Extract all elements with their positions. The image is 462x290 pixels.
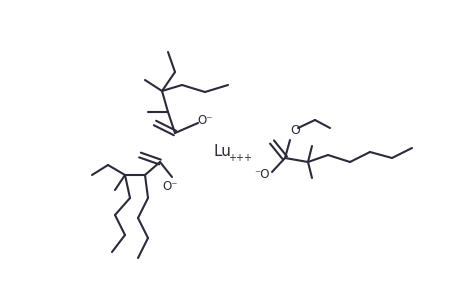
Text: O⁻: O⁻ [162, 180, 178, 193]
Text: O⁻: O⁻ [197, 115, 213, 128]
Text: Lu: Lu [213, 144, 231, 160]
Text: ⁻O: ⁻O [254, 168, 270, 182]
Text: +++: +++ [228, 153, 252, 163]
Text: O: O [290, 124, 300, 137]
